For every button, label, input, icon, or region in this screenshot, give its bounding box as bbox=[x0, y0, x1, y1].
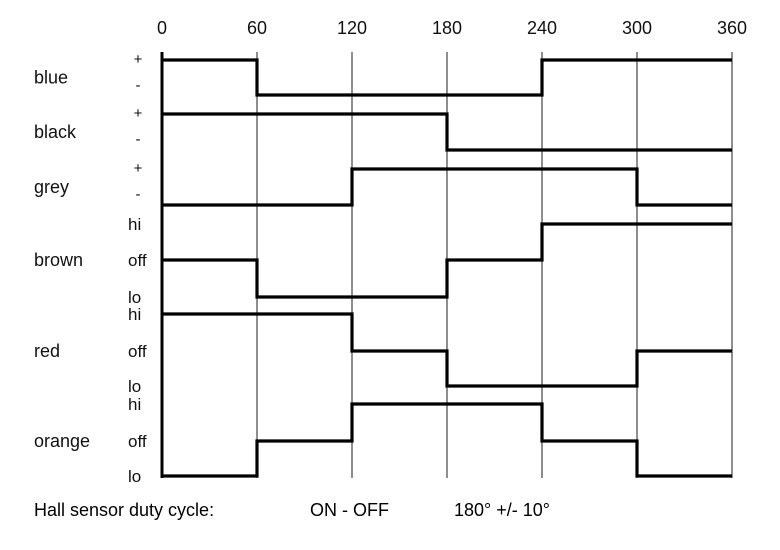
footer-spec: 180° +/- 10° bbox=[454, 500, 550, 520]
brown-hi-label: hi bbox=[128, 215, 141, 234]
red-off-label: off bbox=[128, 342, 147, 361]
waveform-blue bbox=[162, 58, 732, 97]
footer-label: Hall sensor duty cycle: bbox=[34, 500, 215, 520]
black-plus-label: + bbox=[134, 105, 143, 122]
wire-label-red: red bbox=[34, 341, 60, 361]
brown-lo-label: lo bbox=[128, 288, 141, 307]
waveform-brown bbox=[162, 222, 732, 299]
waveform-grey bbox=[162, 167, 732, 207]
wire-label-black: black bbox=[34, 122, 77, 142]
angle-label-120: 120 bbox=[337, 18, 367, 38]
wire-label-brown: brown bbox=[34, 250, 83, 270]
grey-plus-label: + bbox=[134, 160, 143, 177]
footer-mode: ON - OFF bbox=[310, 500, 389, 520]
wire-label-blue: blue bbox=[34, 68, 68, 88]
red-hi-label: hi bbox=[128, 305, 141, 324]
orange-hi-label: hi bbox=[128, 395, 141, 414]
angle-label-240: 240 bbox=[527, 18, 557, 38]
grey-minus-label: - bbox=[136, 186, 141, 203]
angle-label-180: 180 bbox=[432, 18, 462, 38]
waveform-black bbox=[162, 112, 732, 152]
red-lo-label: lo bbox=[128, 377, 141, 396]
wire-label-orange: orange bbox=[34, 431, 90, 451]
waveform-red bbox=[162, 312, 732, 388]
brown-off-label: off bbox=[128, 251, 147, 270]
angle-label-60: 60 bbox=[247, 18, 267, 38]
orange-lo-label: lo bbox=[128, 467, 141, 486]
wire-label-grey: grey bbox=[34, 177, 69, 197]
black-minus-label: - bbox=[136, 131, 141, 148]
angle-label-0: 0 bbox=[157, 18, 167, 38]
blue-plus-label: + bbox=[134, 51, 143, 68]
angle-label-300: 300 bbox=[622, 18, 652, 38]
waveform-orange bbox=[162, 402, 732, 478]
orange-off-label: off bbox=[128, 432, 147, 451]
blue-minus-label: - bbox=[136, 77, 141, 94]
angle-label-360: 360 bbox=[717, 18, 747, 38]
